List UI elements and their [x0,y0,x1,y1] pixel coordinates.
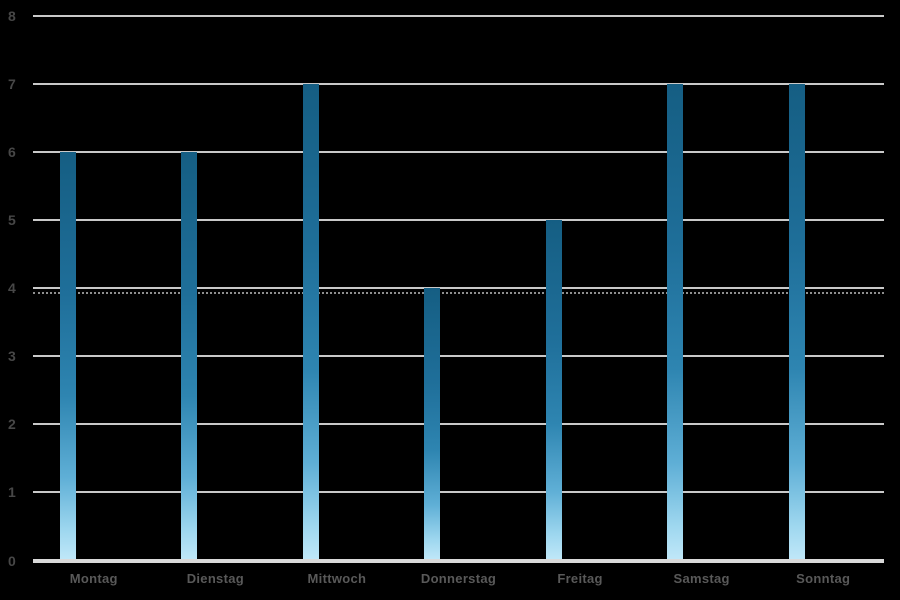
x-axis-tick-label: Samstag [673,571,730,586]
y-axis-tick-label: 1 [8,484,16,501]
y-axis-tick-label: 0 [8,552,16,569]
bar-samstag [667,83,684,559]
bar-donnerstag [424,288,441,559]
bar-dienstag [181,151,198,559]
y-axis-tick-label: 3 [8,348,16,365]
gridline [33,82,884,85]
y-axis-tick-label: 5 [8,211,16,228]
y-axis-tick-label: 8 [8,7,16,24]
y-axis-tick-label: 4 [8,280,16,296]
y-axis-tick-label: 6 [8,143,16,160]
gridline [33,14,884,17]
x-axis-tick-label: Freitag [557,571,603,586]
gridline [33,423,884,426]
x-axis-tick-label: Sonntag [796,571,851,586]
x-axis-tick-label: Dienstag [186,571,244,586]
bar-mittwoch [302,83,319,559]
y-axis-tick-label: 2 [8,416,16,433]
x-axis-tick-label: Donnerstag [420,571,497,586]
gridline [33,355,884,358]
gridline [33,218,884,221]
x-axis-tick-label: Montag [69,571,118,586]
bar-montag [59,151,76,559]
y-axis-tick-label: 7 [8,75,16,92]
gridline [33,491,884,494]
gridline [33,150,884,153]
x-axis-tick-label: Mittwoch [307,571,367,586]
bar-sonntag [788,83,805,559]
gridline [33,287,884,289]
dotted-line [33,292,884,295]
bar-freitag [545,219,562,559]
x-axis-line [33,559,884,563]
